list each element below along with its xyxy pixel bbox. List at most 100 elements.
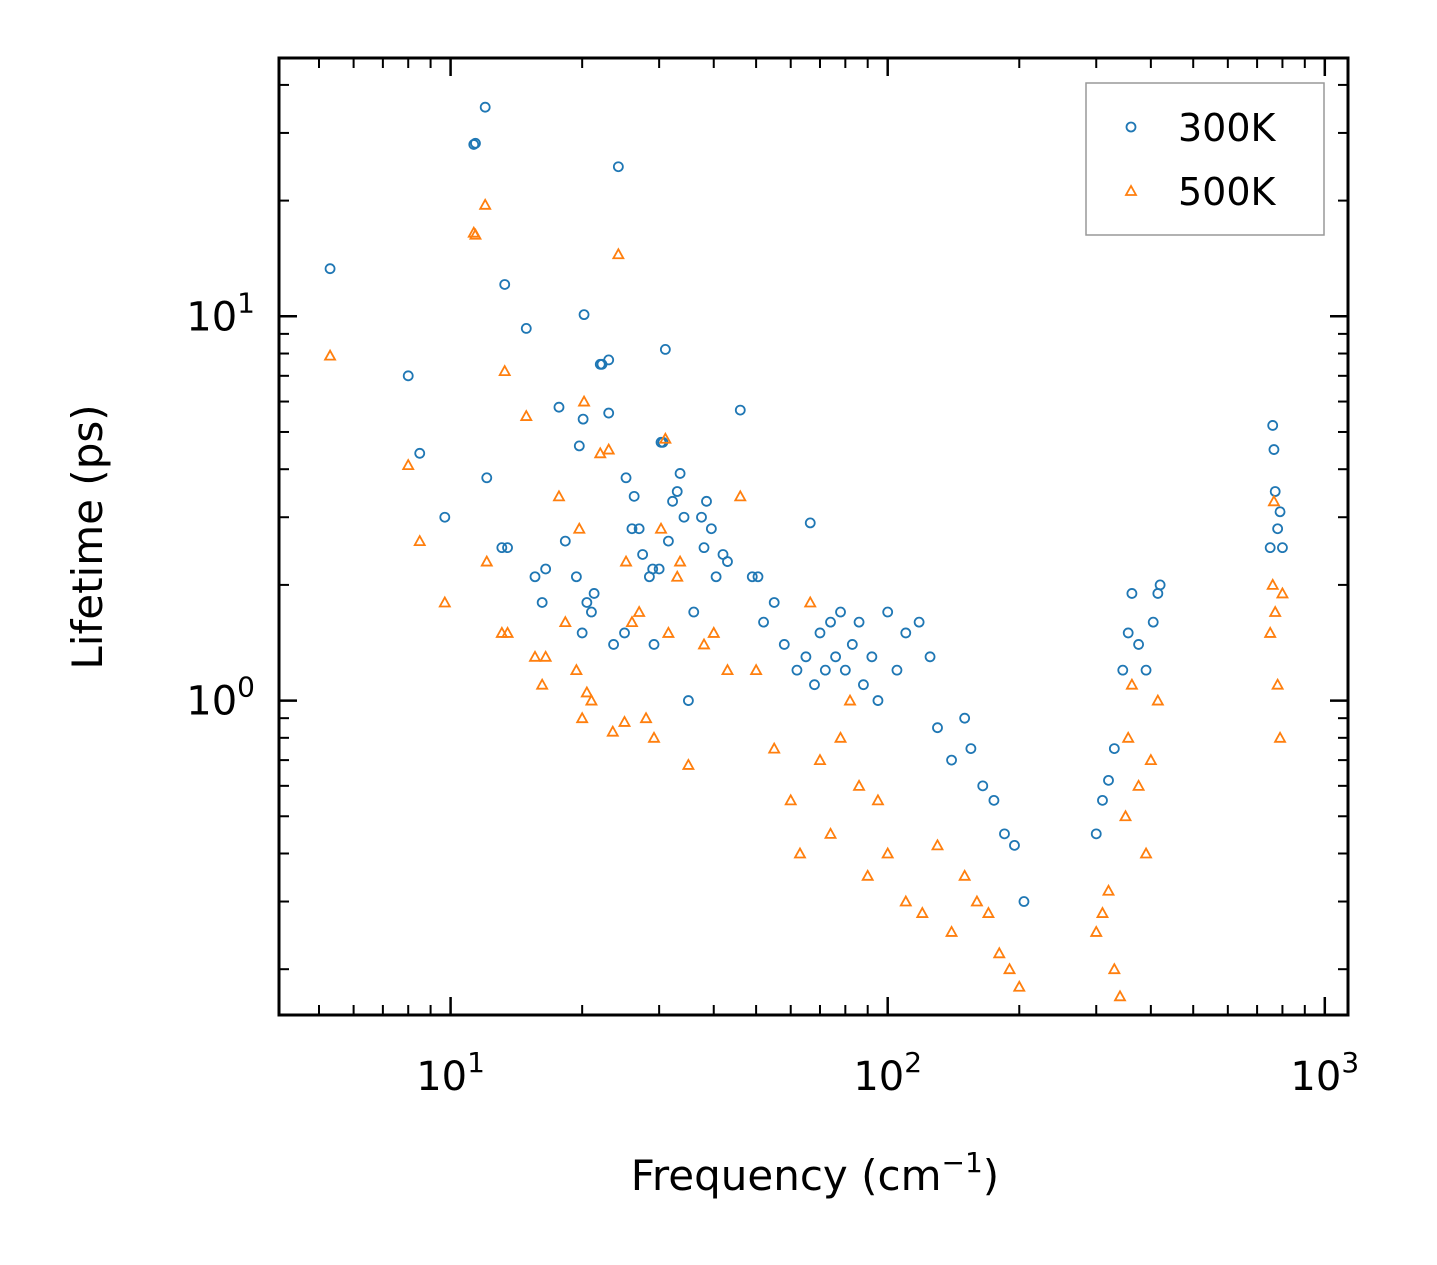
- data-point: [678, 511, 690, 523]
- data-point: [913, 616, 925, 628]
- data-point: [900, 627, 912, 639]
- data-point: [479, 101, 491, 113]
- data-point: [519, 409, 533, 421]
- data-point: [502, 542, 513, 554]
- data-point: [1012, 979, 1026, 992]
- data-point: [1118, 809, 1133, 822]
- data-point: [1266, 578, 1280, 590]
- y-tick-label: 101: [186, 286, 255, 340]
- data-point: [499, 279, 511, 290]
- data-point: [1144, 753, 1158, 766]
- x-tick-label: 103: [1290, 1046, 1359, 1100]
- plot-frame: [277, 56, 1350, 1017]
- data-point: [632, 605, 646, 617]
- data-point: [830, 651, 841, 663]
- legend: 300K 500K: [1085, 82, 1325, 236]
- data-point: [784, 793, 798, 806]
- data-point: [612, 161, 624, 173]
- data-point: [749, 663, 763, 676]
- data-point: [553, 401, 565, 413]
- data-point: [833, 730, 848, 743]
- data-point: [681, 758, 695, 770]
- data-point: [825, 616, 836, 628]
- data-point: [439, 511, 451, 523]
- data-point: [683, 695, 694, 706]
- data-point: [617, 715, 632, 727]
- data-point: [1264, 542, 1276, 554]
- data-point: [628, 490, 640, 502]
- data-point: [793, 846, 807, 859]
- data-point: [619, 554, 633, 567]
- data-point: [809, 679, 820, 691]
- series-300K: [324, 101, 1288, 907]
- data-point: [1122, 627, 1134, 639]
- data-point: [626, 523, 638, 535]
- data-point: [578, 309, 590, 321]
- data-point: [1139, 846, 1153, 859]
- x-axis-label: Frequency (cm−1): [631, 1146, 999, 1200]
- data-point: [734, 404, 746, 416]
- x-minor-ticks: [318, 58, 1306, 1015]
- data-point: [539, 649, 553, 662]
- data-point: [1009, 839, 1020, 851]
- data-point: [758, 616, 769, 628]
- data-point: [528, 649, 542, 662]
- data-point: [586, 606, 597, 618]
- data-point: [977, 780, 989, 792]
- data-point: [871, 793, 885, 806]
- data-point: [577, 413, 589, 425]
- data-point: [1125, 677, 1139, 690]
- data-point: [674, 468, 686, 479]
- data-point: [945, 925, 959, 937]
- data-point: [843, 693, 857, 706]
- data-point: [1095, 906, 1109, 918]
- data-point: [1103, 774, 1114, 786]
- data-point: [401, 458, 415, 470]
- data-point: [1151, 693, 1165, 706]
- data-point: [733, 489, 747, 502]
- data-point: [835, 606, 846, 618]
- data-point: [1003, 962, 1017, 975]
- data-point: [899, 894, 913, 907]
- data-point: [1267, 420, 1279, 431]
- data-point: [804, 517, 816, 529]
- data-point: [701, 495, 712, 507]
- data-point: [654, 521, 668, 534]
- x-axis-label-end: ): [983, 1151, 999, 1200]
- data-point: [705, 523, 717, 535]
- data-point: [647, 563, 659, 575]
- data-point: [577, 394, 591, 407]
- data-point: [891, 664, 903, 676]
- data-point: [633, 523, 645, 535]
- x-tick-label: 102: [853, 1046, 922, 1100]
- data-point: [653, 563, 665, 575]
- x-tick-label: 101: [416, 1046, 485, 1100]
- data-point: [559, 535, 571, 547]
- data-point: [1133, 639, 1145, 650]
- data-point: [667, 495, 678, 507]
- data-point: [647, 730, 661, 743]
- data-point: [768, 597, 780, 608]
- data-point: [858, 679, 869, 691]
- data-point: [1152, 588, 1164, 599]
- data-point: [992, 946, 1006, 959]
- data-point: [498, 364, 512, 377]
- data-point: [1263, 626, 1277, 638]
- data-point: [324, 263, 336, 275]
- data-point: [1268, 444, 1280, 455]
- data-point: [930, 838, 945, 851]
- data-point: [611, 247, 625, 260]
- data-point: [1126, 588, 1138, 599]
- data-point: [1275, 586, 1289, 599]
- data-point: [1154, 579, 1166, 591]
- legend-entries: 300K 500K: [1124, 106, 1277, 214]
- legend-label: 300K: [1178, 106, 1277, 150]
- data-point: [520, 322, 532, 334]
- data-point: [958, 868, 972, 881]
- data-point: [846, 639, 858, 650]
- data-point: [970, 894, 984, 907]
- data-point: [946, 754, 957, 766]
- data-point: [468, 139, 480, 150]
- legend-marker: [1124, 184, 1138, 196]
- data-point: [468, 227, 482, 240]
